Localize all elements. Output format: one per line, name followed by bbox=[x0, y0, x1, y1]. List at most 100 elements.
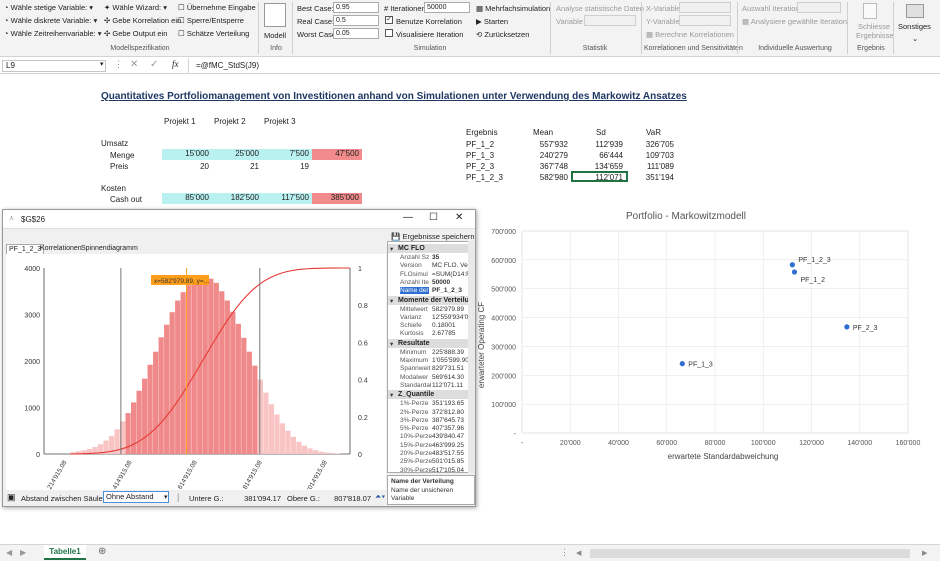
result-value-cell[interactable]: 109'703 bbox=[645, 151, 674, 160]
stats-value[interactable]: 829'731.51 bbox=[432, 365, 464, 373]
stats-value[interactable]: PF_1_2_3 bbox=[432, 287, 462, 295]
x-variable-select[interactable] bbox=[679, 2, 731, 13]
collapse-icon[interactable]: ▾ bbox=[390, 392, 394, 400]
result-name-cell[interactable]: PF_1_3 bbox=[466, 151, 495, 160]
result-value-cell[interactable]: 582'980 bbox=[539, 173, 568, 182]
collapse-icon[interactable]: ▾ bbox=[390, 297, 394, 305]
stats-value[interactable]: 50000 bbox=[432, 278, 451, 286]
analyze-iteration-button[interactable]: ▦ Analysiere gewählte Iteration bbox=[742, 17, 848, 26]
spacing-select[interactable]: Ohne Abstand bbox=[103, 491, 169, 503]
stats-value[interactable]: 0.18001 bbox=[432, 322, 456, 330]
cash-out-total-cell[interactable]: 385'000 bbox=[312, 193, 362, 204]
other-button-label[interactable]: Sonstiges bbox=[898, 22, 931, 31]
preis-cell[interactable]: 20 bbox=[200, 162, 209, 171]
stats-section-header[interactable]: Resultate bbox=[388, 338, 472, 348]
collapse-icon[interactable]: ▾ bbox=[390, 340, 394, 348]
real-case-input[interactable]: 0.5 bbox=[333, 15, 379, 26]
chevron-down-icon[interactable]: ▾ bbox=[164, 494, 168, 501]
other-icon[interactable] bbox=[906, 4, 924, 18]
preis-cell[interactable]: 19 bbox=[300, 162, 309, 171]
menge-cell[interactable]: 15'000 bbox=[162, 149, 212, 160]
cash-out-cell[interactable]: 182'500 bbox=[212, 193, 262, 204]
result-value-cell[interactable]: 112'939 bbox=[595, 140, 623, 149]
menge-cell[interactable]: 7'500 bbox=[262, 149, 312, 160]
tab-pf-1-2-3[interactable]: PF_1_2_3 bbox=[6, 244, 45, 254]
stats-value[interactable]: 351'193.65 bbox=[432, 400, 464, 408]
scroll-left-icon[interactable]: ◀ bbox=[576, 550, 582, 557]
lower-bound-value[interactable]: 381'094.17 bbox=[244, 494, 281, 503]
iterations-input[interactable]: 50000 bbox=[424, 2, 470, 13]
stats-value[interactable]: 517'105.04 bbox=[432, 466, 464, 473]
close-results-icon[interactable] bbox=[863, 3, 877, 19]
result-value-cell[interactable]: 351'194 bbox=[645, 173, 674, 182]
analyze-stat-data-button[interactable]: Analyse statistische Daten bbox=[556, 4, 644, 13]
result-name-cell[interactable]: PF_1_2_3 bbox=[466, 173, 503, 182]
result-name-cell[interactable]: PF_1_2 bbox=[466, 140, 495, 149]
stats-value[interactable]: 12'559'934'0 bbox=[432, 313, 469, 321]
selected-cell[interactable] bbox=[571, 171, 628, 182]
result-value-cell[interactable]: 112'071 bbox=[595, 173, 623, 182]
result-value-cell[interactable]: 66'444 bbox=[599, 151, 623, 160]
portfolio-scatter-chart[interactable]: Portfolio - Markowitzmodell - 100'000 200'… bbox=[478, 205, 933, 470]
stats-value[interactable]: 407'357.96 bbox=[432, 425, 464, 433]
tab-korrelationen[interactable]: Korrelationen bbox=[40, 245, 82, 252]
multi-simulation-button[interactable]: ▦ Mehrfachsimulation bbox=[476, 4, 551, 13]
statistics-scrollbar[interactable] bbox=[468, 241, 475, 473]
stats-value[interactable]: 483'517.55 bbox=[432, 450, 464, 457]
stats-value[interactable]: 463'999.25 bbox=[432, 441, 464, 449]
chevron-down-icon[interactable]: ⌄ bbox=[912, 34, 919, 43]
choose-continuous-variable[interactable]: ◔ Wähle stetige Variable: ▾ bbox=[4, 3, 94, 12]
stats-value[interactable]: 387'645.73 bbox=[432, 416, 464, 424]
scatter-point[interactable] bbox=[679, 361, 685, 367]
menge-total-cell[interactable]: 47'500 bbox=[312, 149, 362, 160]
stats-section-header[interactable]: Z_Quantile bbox=[388, 390, 472, 400]
histogram-plot[interactable]: 0100020003000400000.20.40.60.81214'915.0… bbox=[6, 254, 386, 490]
function-icon[interactable]: fx bbox=[172, 59, 179, 69]
stats-section-header[interactable]: MC FLO bbox=[388, 244, 472, 253]
result-value-cell[interactable]: 134'659 bbox=[594, 162, 623, 171]
settings-icon[interactable]: ▣ bbox=[7, 492, 16, 502]
select-iteration-input[interactable] bbox=[797, 2, 841, 13]
use-correlation-checkbox[interactable]: ✓ bbox=[385, 16, 393, 24]
close-results-label-2[interactable]: Ergebnisse bbox=[856, 31, 894, 40]
stats-value[interactable]: 372'812.80 bbox=[432, 408, 464, 416]
accept-input-button[interactable]: ☐ Übernehme Eingabe bbox=[178, 3, 256, 12]
variable-select[interactable] bbox=[584, 15, 636, 26]
add-sheet-icon[interactable]: ⊕ bbox=[98, 546, 107, 557]
preis-cell[interactable]: 21 bbox=[250, 162, 259, 171]
scatter-point[interactable] bbox=[791, 269, 798, 275]
model-button-label[interactable]: Modell bbox=[264, 31, 287, 40]
y-variable-select[interactable] bbox=[679, 15, 731, 26]
tab-spinnendiagramm[interactable]: Spinnendiagramm bbox=[81, 245, 138, 252]
enter-output-button[interactable]: ✣ Gebe Output ein bbox=[104, 29, 168, 38]
stats-value[interactable]: 1'055'599.90 bbox=[432, 357, 469, 364]
stats-value[interactable]: 225'888.39 bbox=[432, 348, 464, 356]
prev-sheet-icon[interactable]: ◀ bbox=[6, 548, 13, 557]
result-value-cell[interactable]: 557'932 bbox=[539, 140, 568, 149]
confirm-icon[interactable]: ✓ bbox=[150, 59, 159, 70]
name-box-dropdown-icon[interactable]: ▾ bbox=[100, 61, 104, 68]
stats-value[interactable]: 582'979.89 bbox=[432, 305, 464, 313]
dialog-titlebar[interactable]: ⋏ $G$26 — ☐ ✕ bbox=[3, 210, 475, 229]
choose-discrete-variable[interactable]: ◔ Wähle diskrete Variable: ▾ bbox=[4, 16, 98, 25]
scatter-point[interactable] bbox=[789, 262, 795, 268]
result-value-cell[interactable]: 240'279 bbox=[539, 151, 568, 160]
close-results-label-1[interactable]: Schliesse bbox=[858, 22, 891, 31]
stats-value[interactable]: 112'071.11 bbox=[432, 381, 464, 389]
model-icon[interactable] bbox=[264, 3, 286, 27]
enter-correlation-button[interactable]: ✣ Gebe Korrelation ein bbox=[104, 16, 182, 25]
stats-value[interactable]: 35 bbox=[432, 254, 440, 261]
stats-value[interactable]: MC FLO. Ver. bbox=[432, 262, 472, 270]
next-sheet-icon[interactable]: ▶ bbox=[20, 548, 27, 557]
cancel-icon[interactable]: ✕ bbox=[130, 59, 139, 70]
sheet-tab-tabelle1[interactable]: Tabelle1 bbox=[44, 545, 86, 560]
stats-value[interactable]: 569'614.30 bbox=[432, 373, 464, 381]
stats-value[interactable]: 2.67785 bbox=[432, 330, 456, 338]
lock-unlock-button[interactable]: ☐ Sperre/Entsperre bbox=[178, 16, 244, 25]
result-name-cell[interactable]: PF_2_3 bbox=[466, 162, 495, 171]
save-results-button[interactable]: 💾 Ergebnisse speichern bbox=[391, 232, 475, 241]
statistics-panel[interactable]: MC FLO ▾ Anzahl Sz 35 Version MC FLO. Ver. FLO… bbox=[387, 241, 475, 473]
collapse-icon[interactable]: ▾ bbox=[390, 246, 394, 253]
upper-bound-value[interactable]: 807'818.07 bbox=[334, 494, 371, 503]
result-value-cell[interactable]: 111'089 bbox=[646, 162, 674, 171]
